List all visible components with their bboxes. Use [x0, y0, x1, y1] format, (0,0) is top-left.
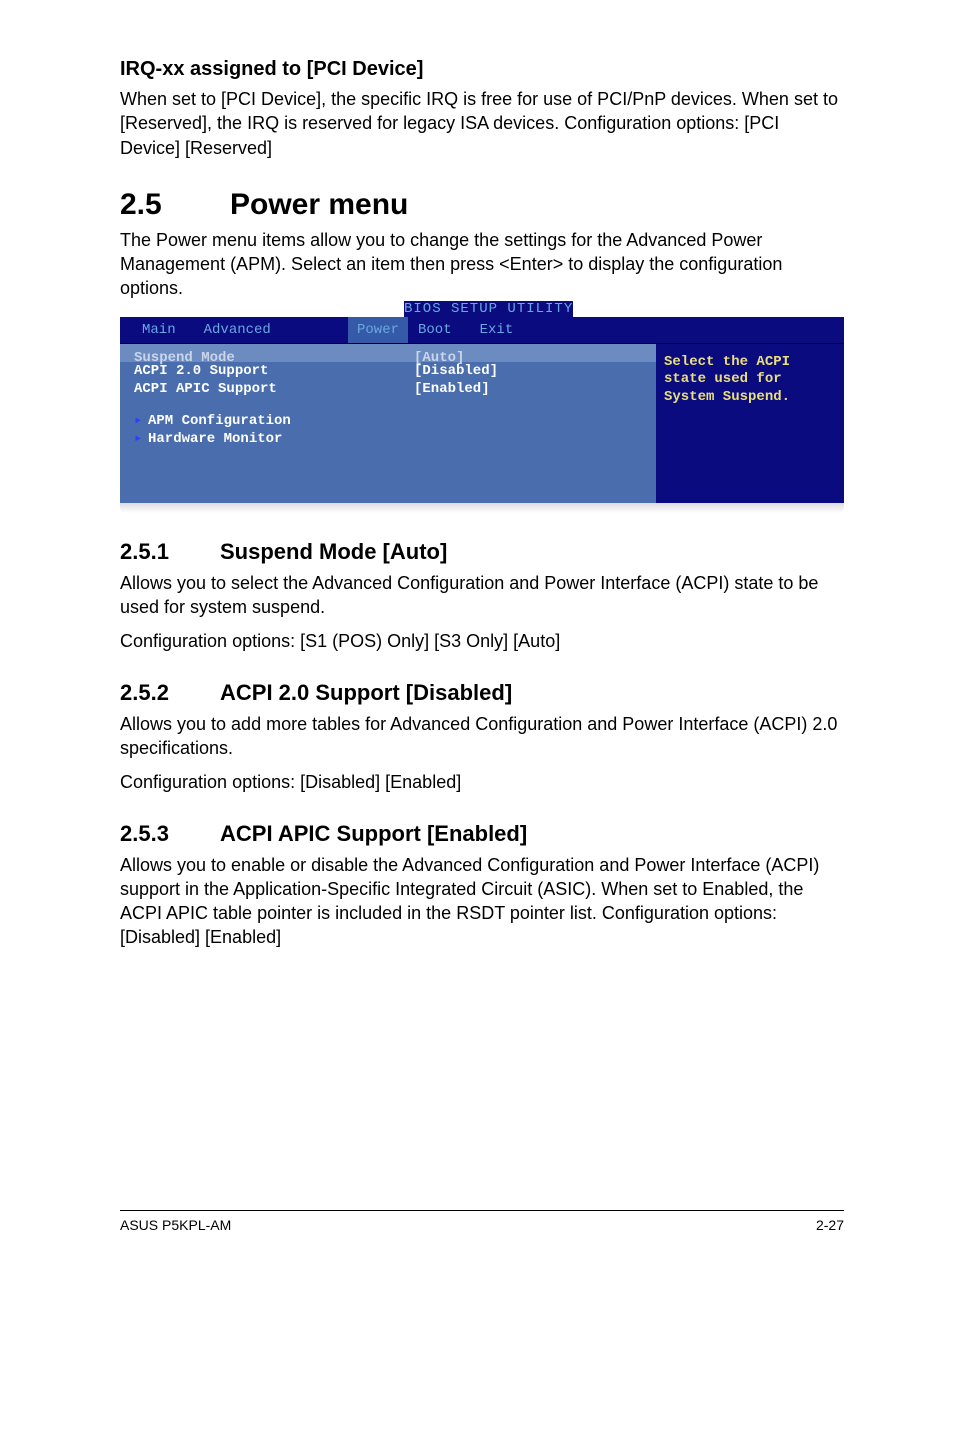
- bios-row-acpi-apic: ACPI APIC Support [Enabled]: [134, 380, 642, 398]
- bios-menu-item-exit: Exit: [480, 322, 514, 338]
- section-252-body1: Allows you to add more tables for Advanc…: [120, 712, 844, 761]
- bios-row-label: ACPI APIC Support: [134, 381, 414, 397]
- bios-menu-item-advanced: Advanced: [204, 322, 271, 338]
- bios-screenshot: BIOS SETUP UTILITY Main Advanced Power B…: [120, 317, 844, 513]
- section-252-num: 2.5.2: [120, 680, 220, 706]
- section-251-body1: Allows you to select the Advanced Config…: [120, 571, 844, 620]
- bios-menu-item-main: Main: [142, 322, 176, 338]
- section-253-num: 2.5.3: [120, 821, 220, 847]
- section-25-title: Power menu: [230, 188, 408, 222]
- bios-title: BIOS SETUP UTILITY: [404, 301, 573, 317]
- bios-submenu-apm: ▸ APM Configuration: [134, 412, 642, 430]
- section-251-heading: 2.5.1 Suspend Mode [Auto]: [120, 539, 844, 565]
- bios-row-label: ACPI 2.0 Support: [134, 363, 414, 379]
- section-252-heading: 2.5.2 ACPI 2.0 Support [Disabled]: [120, 680, 844, 706]
- footer-right: 2-27: [816, 1217, 844, 1233]
- bios-submenus: ▸ APM Configuration ▸ Hardware Monitor: [134, 412, 642, 448]
- section-25-num: 2.5: [120, 188, 230, 222]
- section-25-heading: 2.5 Power menu: [120, 188, 844, 222]
- section-25-body: The Power menu items allow you to change…: [120, 228, 844, 301]
- bios-menu-item-power: Power: [348, 317, 408, 343]
- page-footer: ASUS P5KPL-AM 2-27: [120, 1210, 844, 1233]
- bios-submenu-label: APM Configuration: [148, 413, 291, 429]
- section-252-body2: Configuration options: [Disabled] [Enabl…: [120, 770, 844, 794]
- bios-left-panel: Suspend Mode [Auto] ACPI 2.0 Support [Di…: [120, 344, 656, 503]
- bios-help-panel: Select the ACPI state used for System Su…: [656, 344, 844, 503]
- bios-submenu-hwmon: ▸ Hardware Monitor: [134, 430, 642, 448]
- bios-menu-item-boot: Boot: [418, 322, 452, 338]
- irq-heading: IRQ-xx assigned to [PCI Device]: [120, 58, 844, 81]
- triangle-right-icon: ▸: [134, 430, 148, 447]
- bios-menu-right-group: Boot Exit: [408, 317, 844, 343]
- bios-menu-bar: BIOS SETUP UTILITY Main Advanced Power B…: [120, 317, 844, 343]
- section-252-title: ACPI 2.0 Support [Disabled]: [220, 680, 512, 706]
- section-253-title: ACPI APIC Support [Enabled]: [220, 821, 527, 847]
- section-251-body2: Configuration options: [S1 (POS) Only] […: [120, 629, 844, 653]
- bios-submenu-label: Hardware Monitor: [148, 431, 282, 447]
- section-253-body: Allows you to enable or disable the Adva…: [120, 853, 844, 950]
- bios-shadow: [120, 503, 844, 513]
- bios-row-value: [Enabled]: [414, 381, 490, 397]
- section-253-heading: 2.5.3 ACPI APIC Support [Enabled]: [120, 821, 844, 847]
- section-251-title: Suspend Mode [Auto]: [220, 539, 447, 565]
- bios-body: Suspend Mode [Auto] ACPI 2.0 Support [Di…: [120, 343, 844, 503]
- bios-help-text: Select the ACPI state used for System Su…: [664, 354, 836, 407]
- section-251-num: 2.5.1: [120, 539, 220, 565]
- triangle-right-icon: ▸: [134, 412, 148, 429]
- bios-menu-left-group: Main Advanced: [120, 317, 348, 343]
- bios-row-value: [Disabled]: [414, 363, 498, 379]
- irq-body: When set to [PCI Device], the specific I…: [120, 87, 844, 160]
- bios-row-suspend-mode: Suspend Mode [Auto]: [120, 344, 656, 362]
- footer-left: ASUS P5KPL-AM: [120, 1217, 231, 1233]
- bios-row-acpi20: ACPI 2.0 Support [Disabled]: [134, 362, 642, 380]
